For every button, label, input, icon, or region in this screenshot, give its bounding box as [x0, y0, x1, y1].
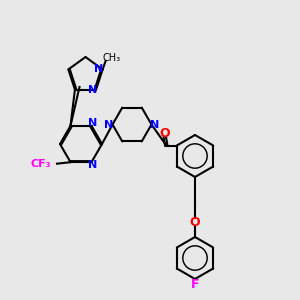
Text: CF₃: CF₃ [31, 159, 51, 169]
Text: F: F [191, 278, 199, 291]
Text: O: O [190, 215, 200, 229]
Text: O: O [160, 127, 170, 140]
Text: N: N [104, 119, 113, 130]
Text: N: N [88, 85, 97, 94]
Text: N: N [88, 160, 98, 170]
Text: CH₃: CH₃ [103, 53, 121, 63]
Text: N: N [94, 64, 103, 74]
Text: N: N [151, 119, 160, 130]
Text: N: N [88, 118, 98, 128]
